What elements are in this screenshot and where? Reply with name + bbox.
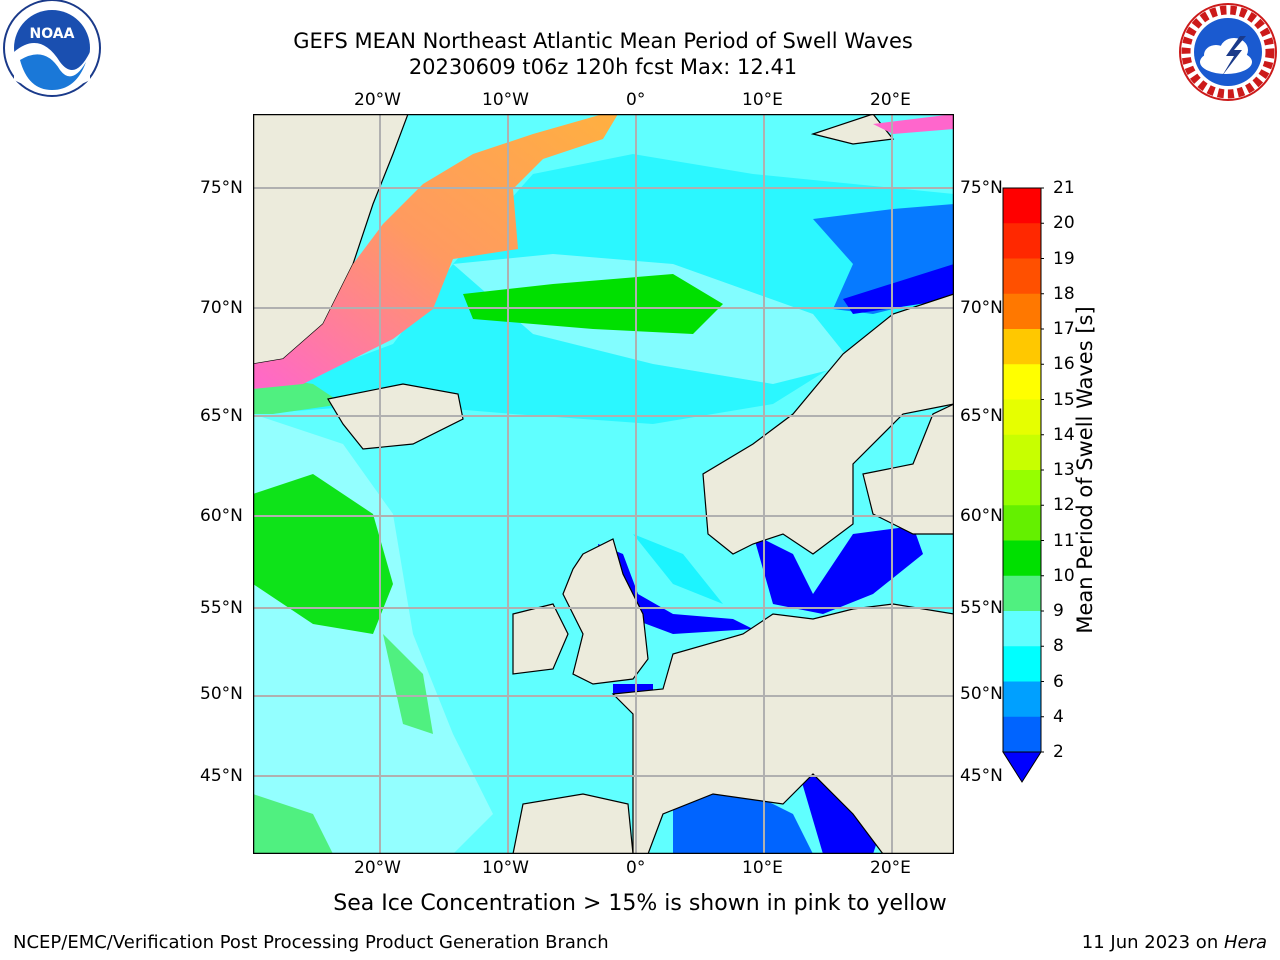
colorbar-tick-label: 18 bbox=[1053, 283, 1075, 304]
colorbar-tick-label: 12 bbox=[1053, 495, 1075, 516]
footer-credit: NCEP/EMC/Verification Post Processing Pr… bbox=[13, 932, 609, 953]
colorbar-tick-label: 11 bbox=[1053, 530, 1075, 551]
lat-tick-right-50n: 50°N bbox=[960, 684, 1003, 704]
map-svg bbox=[252, 113, 955, 855]
lon-tick-bottom-20e: 20°E bbox=[870, 858, 911, 878]
footer-date: 11 Jun 2023 on Hera bbox=[1082, 932, 1267, 954]
colorbar-segment bbox=[1003, 399, 1041, 436]
colorbar-segment bbox=[1003, 293, 1041, 330]
colorbar-segment bbox=[1003, 188, 1041, 224]
lat-tick-left-75n: 75°N bbox=[200, 178, 243, 198]
colorbar-segment bbox=[1003, 611, 1041, 647]
land-iberia bbox=[512, 793, 634, 855]
lat-tick-left-70n: 70°N bbox=[200, 298, 243, 318]
colorbar-tick-label: 19 bbox=[1053, 248, 1075, 269]
colorbar-tick-label: 13 bbox=[1053, 460, 1075, 480]
noaa-logo: NOAA bbox=[0, 0, 104, 104]
colorbar-segment bbox=[1003, 258, 1041, 295]
swell-zone-11s bbox=[463, 274, 723, 334]
lon-tick-bottom-20w: 20°W bbox=[354, 858, 401, 878]
colorbar-tick-label: 4 bbox=[1053, 706, 1064, 727]
map-panel bbox=[252, 113, 955, 855]
footer-host: Hera bbox=[1223, 932, 1267, 953]
lat-tick-left-55n: 55°N bbox=[200, 598, 243, 618]
colorbar-tick-label: 14 bbox=[1053, 424, 1075, 445]
colorbar-arrow bbox=[1002, 751, 1042, 783]
lat-tick-right-75n: 75°N bbox=[960, 178, 1003, 198]
land-ireland bbox=[512, 603, 569, 675]
colorbar-segment bbox=[1003, 329, 1041, 365]
lon-tick-bottom-0: 0° bbox=[626, 858, 646, 878]
lat-tick-left-50n: 50°N bbox=[200, 684, 243, 704]
footer-date-text: 11 Jun 2023 on bbox=[1081, 932, 1224, 953]
mediterranean-low-swell bbox=[673, 784, 813, 854]
lon-tick-top-20w: 20°W bbox=[354, 90, 401, 110]
ice-caption: Sea Ice Concentration > 15% is shown in … bbox=[333, 891, 947, 916]
colorbar-tick-label: 17 bbox=[1053, 319, 1075, 339]
colorbar-segment bbox=[1003, 505, 1041, 541]
lon-tick-top-20e: 20°E bbox=[870, 90, 911, 110]
colorbar-segment bbox=[1003, 681, 1041, 718]
colorbar-segment bbox=[1003, 540, 1041, 577]
map-title-line2: 20230609 t06z 120h fcst Max: 12.41 bbox=[408, 55, 798, 79]
land-great-britain bbox=[562, 538, 649, 685]
colorbar-tick-label: 6 bbox=[1053, 671, 1064, 692]
svg-text:NOAA: NOAA bbox=[30, 26, 75, 42]
colorbar-tick-label: 20 bbox=[1053, 213, 1075, 234]
lon-tick-bottom-10w: 10°W bbox=[482, 858, 529, 878]
lat-tick-left-65n: 65°N bbox=[200, 406, 243, 426]
lon-tick-top-10w: 10°W bbox=[482, 90, 529, 110]
colorbar-tick-label: 10 bbox=[1053, 565, 1075, 586]
colorbar-segment bbox=[1003, 575, 1041, 612]
map-grid bbox=[253, 114, 954, 854]
colorbar-svg bbox=[1002, 187, 1046, 783]
colorbar-tick-label: 15 bbox=[1053, 389, 1075, 410]
lat-tick-right-55n: 55°N bbox=[960, 598, 1003, 618]
colorbar-tick-label: 21 bbox=[1053, 178, 1075, 198]
sea-ice-band bbox=[253, 114, 618, 389]
baltic-low-swell bbox=[753, 526, 923, 614]
colorbar-segment bbox=[1003, 646, 1041, 682]
lat-tick-right-45n: 45°N bbox=[960, 766, 1003, 786]
lat-tick-left-45n: 45°N bbox=[200, 766, 243, 786]
colorbar-tick-label: 2 bbox=[1053, 742, 1064, 762]
colorbar-tick-label: 8 bbox=[1053, 636, 1064, 657]
colorbar-segment bbox=[1003, 223, 1041, 259]
colorbar-segment bbox=[1003, 434, 1041, 471]
lon-tick-top-10e: 10°E bbox=[742, 90, 783, 110]
lat-tick-right-65n: 65°N bbox=[960, 406, 1003, 426]
lat-tick-right-60n: 60°N bbox=[960, 506, 1003, 526]
lat-tick-left-60n: 60°N bbox=[200, 506, 243, 526]
lon-tick-bottom-10e: 10°E bbox=[742, 858, 783, 878]
nws-logo bbox=[1176, 0, 1280, 104]
colorbar-segment bbox=[1003, 364, 1041, 400]
map-title-line1: GEFS MEAN Northeast Atlantic Mean Period… bbox=[293, 29, 913, 53]
colorbar bbox=[1000, 186, 1046, 786]
colorbar-segment bbox=[1003, 716, 1041, 753]
colorbar-tick-label: 16 bbox=[1053, 354, 1075, 375]
colorbar-segment bbox=[1003, 470, 1041, 506]
lon-tick-top-0: 0° bbox=[626, 90, 646, 110]
map-frame bbox=[252, 113, 955, 855]
colorbar-label-text: Mean Period of Swell Waves [s] bbox=[1073, 306, 1097, 634]
lat-tick-right-70n: 70°N bbox=[960, 298, 1003, 318]
colorbar-tick-label: 9 bbox=[1053, 601, 1064, 621]
